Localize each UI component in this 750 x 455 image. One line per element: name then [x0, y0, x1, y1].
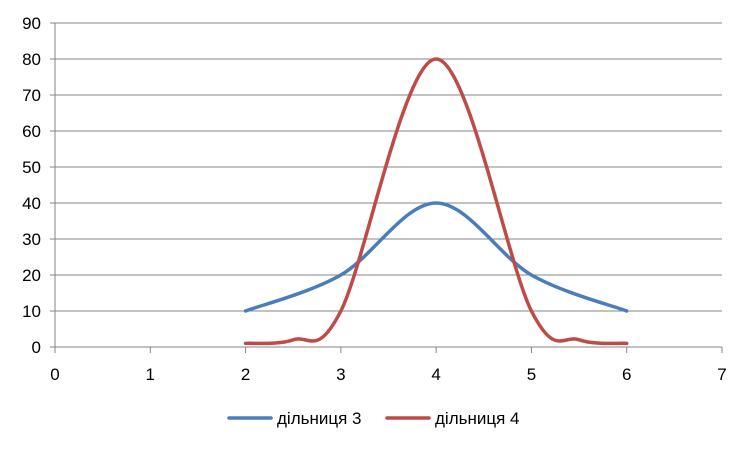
series-line-2 — [243, 57, 629, 346]
x-tick-label: 6 — [622, 365, 631, 384]
x-tick-label: 4 — [431, 365, 440, 384]
grid-layer — [55, 22, 722, 312]
y-tick-label: 40 — [22, 194, 41, 213]
x-tick-label: 2 — [241, 365, 250, 384]
x-tick-label: 3 — [336, 365, 345, 384]
y-tick-label: 0 — [32, 338, 41, 357]
tick-label-layer: 0 10 20 30 40 50 60 70 80 90 0 1 2 3 4 5 6 7 — [22, 14, 727, 384]
y-tick-label: 90 — [22, 14, 41, 33]
series-line-1 — [243, 201, 629, 313]
legend: дільниця 3 дільниця 4 — [227, 409, 519, 428]
y-tick-label: 20 — [22, 266, 41, 285]
y-tick-label: 50 — [22, 158, 41, 177]
y-tick-label: 60 — [22, 122, 41, 141]
series-layer — [243, 57, 629, 346]
x-tick-label: 7 — [717, 365, 726, 384]
y-tick-label: 10 — [22, 302, 41, 321]
x-tick-label: 0 — [50, 365, 59, 384]
y-tick-label: 30 — [22, 230, 41, 249]
y-tick-label: 70 — [22, 86, 41, 105]
legend-label-1: дільниця 3 — [277, 409, 361, 428]
y-tick-label: 80 — [22, 50, 41, 69]
axis-layer — [50, 22, 723, 353]
x-tick-label: 5 — [527, 365, 536, 384]
legend-label-2: дільниця 4 — [435, 409, 519, 428]
x-tick-label: 1 — [146, 365, 155, 384]
